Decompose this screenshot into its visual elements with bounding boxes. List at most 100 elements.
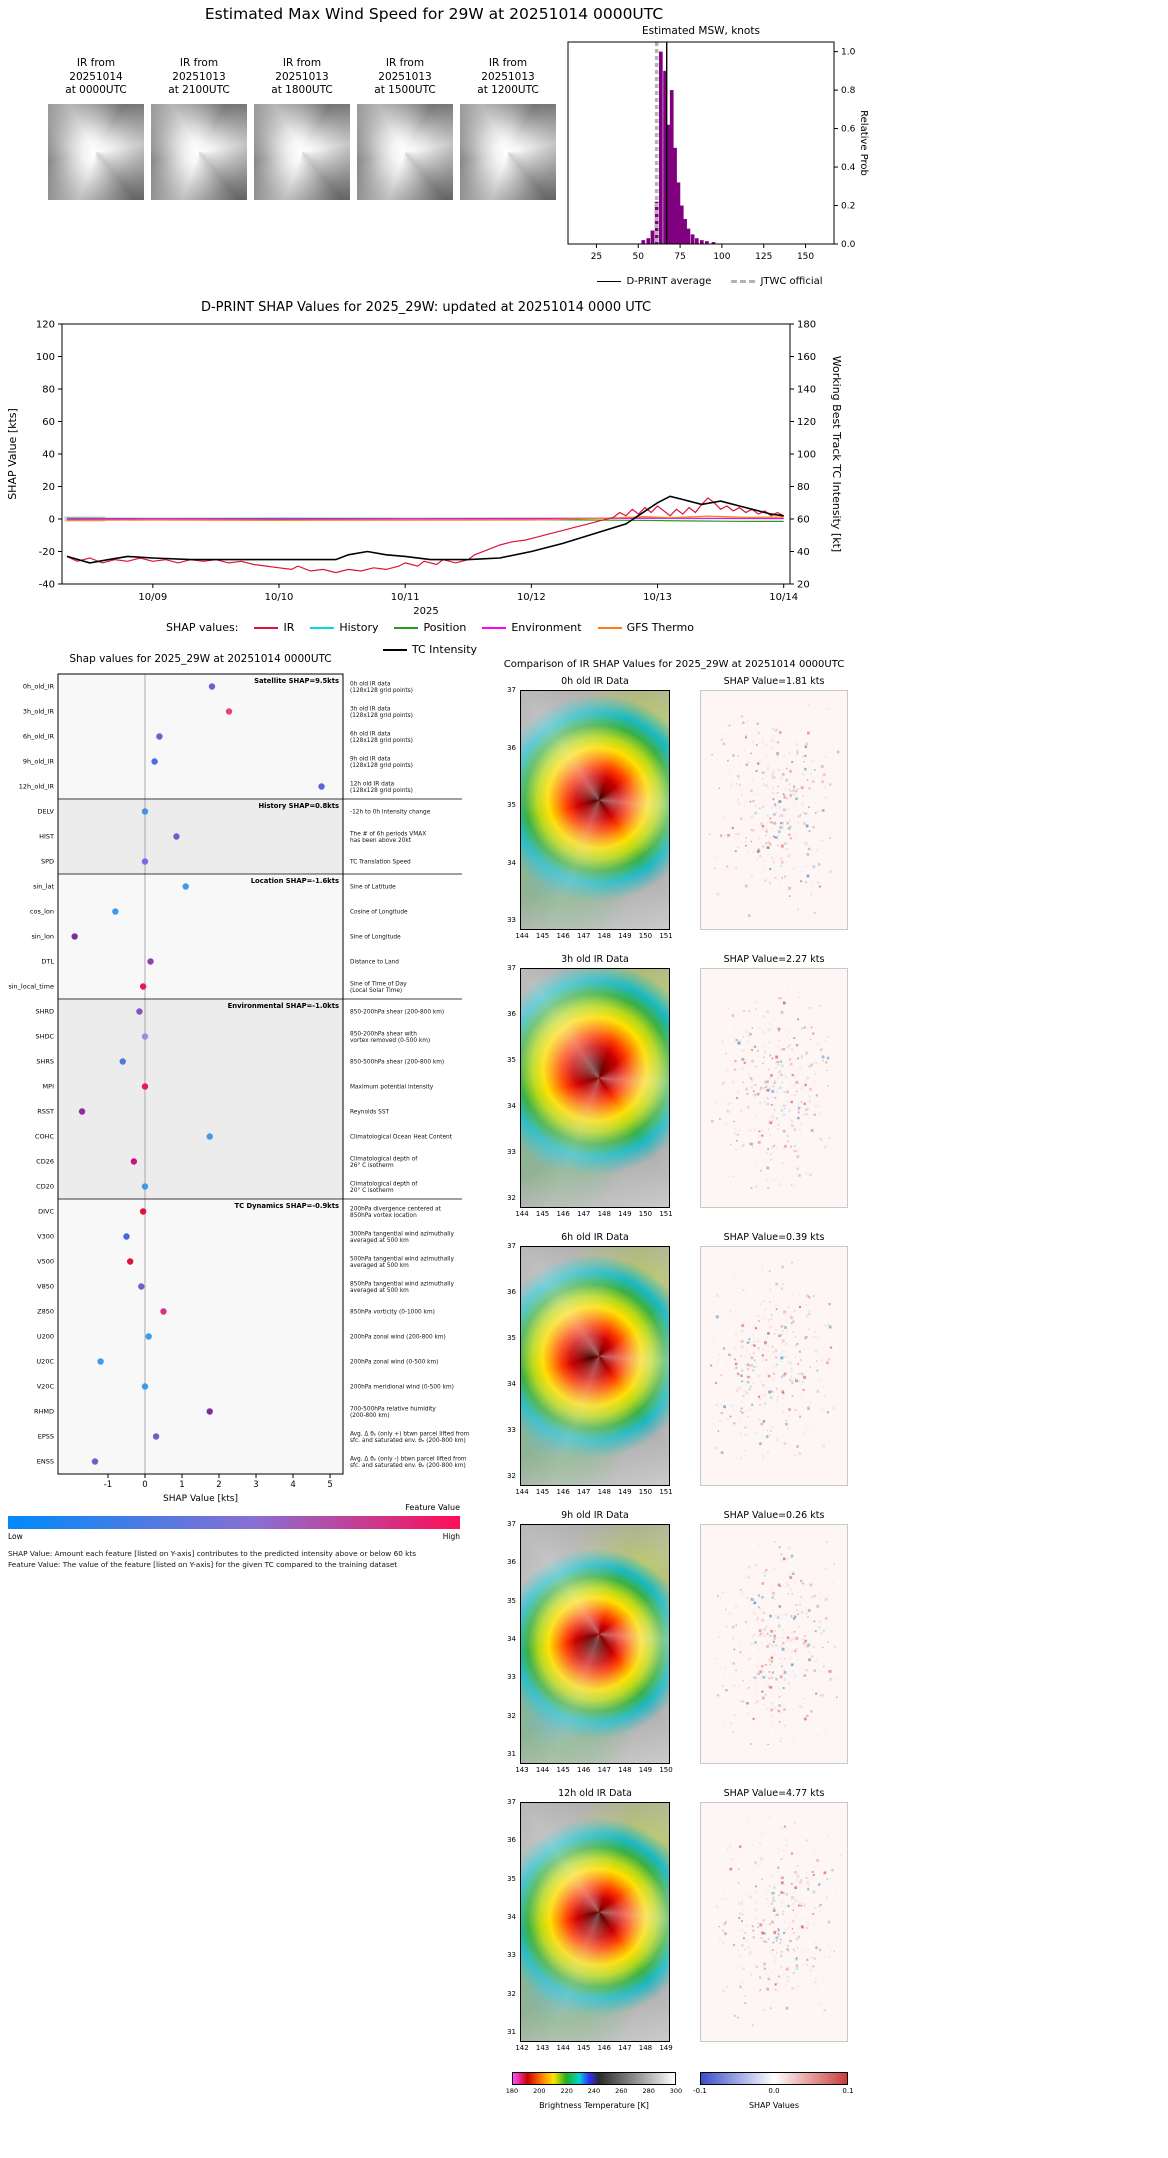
feature-description: 850-200hPa shear (200-800 km) bbox=[350, 1010, 444, 1016]
lon-tick-label: 148 bbox=[597, 1488, 611, 1496]
feature-label: V850 bbox=[37, 1283, 54, 1291]
shap-dot bbox=[71, 933, 78, 940]
lon-tick-label: 150 bbox=[638, 1488, 653, 1496]
legend-item: Environment bbox=[482, 621, 582, 634]
footnote-feature-value: Feature Value: The value of the feature … bbox=[8, 1560, 398, 1569]
histogram-bar bbox=[663, 70, 667, 244]
histogram-bar bbox=[659, 51, 663, 244]
histogram-bar bbox=[673, 147, 677, 244]
feature-description: Sine of Longitude bbox=[350, 935, 401, 941]
shap-dot bbox=[160, 1308, 167, 1315]
comparison-ir-image bbox=[520, 1246, 670, 1486]
feature-description: 3h old IR data bbox=[350, 706, 391, 712]
feature-label: U20C bbox=[36, 1358, 54, 1366]
feature-label: SPD bbox=[41, 858, 54, 866]
ir-thumbnail-label: IR from 20251013 at 2100UTC bbox=[151, 57, 247, 98]
lon-tick-label: 146 bbox=[577, 1766, 591, 1774]
feature-description: Climatological depth of bbox=[350, 1156, 418, 1162]
feature-label: HIST bbox=[39, 833, 54, 841]
series-ir bbox=[66, 497, 784, 574]
bt-colorbar-tick: 300 bbox=[669, 2087, 683, 2095]
feature-label: 0h_old_IR bbox=[23, 683, 55, 691]
histogram-bar bbox=[641, 240, 646, 244]
msw-histogram-chart: Estimated MSW, knots 25 50 75 100 125 150 0.0 0.… bbox=[567, 25, 869, 262]
feature-label: V300 bbox=[37, 1233, 54, 1241]
comparison-ir-image bbox=[520, 1524, 670, 1764]
feature-label: 6h_old_IR bbox=[23, 733, 55, 741]
bt-colorbar-tick: 240 bbox=[587, 2087, 601, 2095]
legend-label: D-PRINT average bbox=[626, 276, 712, 287]
feature-description: sfc. and saturated env. θₑ (200-800 km) bbox=[350, 1463, 466, 1469]
feature-label: SHRD bbox=[35, 1008, 54, 1016]
feature-description: 850hPa vortex location bbox=[350, 1213, 417, 1219]
comparison-ir-title: 3h old IR Data bbox=[561, 954, 629, 965]
feature-description: averaged at 500 km bbox=[350, 1263, 409, 1269]
left-axis-label: SHAP Value [kts] bbox=[6, 408, 19, 500]
lat-tick-label: 36 bbox=[507, 1288, 516, 1296]
y-tick-label: 0.2 bbox=[841, 202, 855, 212]
shap-dot bbox=[182, 883, 189, 890]
shap-dot bbox=[206, 1408, 213, 1415]
lon-tick-label: 145 bbox=[535, 1210, 550, 1218]
shap-dot bbox=[225, 708, 233, 715]
legend-item: IR bbox=[254, 621, 294, 634]
comparison-title: Comparison of IR SHAP Values for 2025_29… bbox=[503, 659, 845, 670]
shap-speckle-field bbox=[716, 1541, 838, 1745]
shap-dot bbox=[318, 783, 325, 790]
bt-colorbar-tick: 220 bbox=[560, 2087, 573, 2095]
solid-line-swatch bbox=[597, 281, 622, 282]
feature-label: cos_lon bbox=[30, 908, 54, 916]
y-tick-label: 0.8 bbox=[841, 86, 856, 96]
x-tick-label: -1 bbox=[104, 1480, 112, 1490]
feature-description: has been above 20kt bbox=[350, 838, 412, 844]
colorbar-high-label: High bbox=[442, 1532, 460, 1541]
feature-description: 0h old IR data bbox=[350, 681, 391, 687]
section-header: TC Dynamics SHAP=-0.9kts bbox=[234, 1202, 339, 1210]
ir-thumbnail-label-line: IR from bbox=[179, 57, 219, 69]
comparison-ir-image bbox=[520, 690, 670, 930]
lon-tick-label: 149 bbox=[638, 1766, 653, 1774]
x-tick-label: 5 bbox=[327, 1480, 332, 1490]
lat-tick-label: 37 bbox=[507, 1242, 516, 1250]
feature-description: Sine of Latitude bbox=[350, 885, 396, 891]
legend-item: TC Intensity bbox=[382, 643, 477, 656]
histogram-bar bbox=[650, 230, 655, 244]
legend-swatch bbox=[394, 626, 419, 629]
shap-dot bbox=[139, 983, 147, 990]
lon-tick-label: 146 bbox=[556, 932, 570, 940]
ir-thumbnail-label-line: IR from bbox=[76, 57, 116, 69]
ir-thumbnail: IR from 20251013 at 1500UTC bbox=[357, 57, 453, 200]
right-axis-label: Working Best Track TC Intensity [kt] bbox=[830, 356, 843, 552]
legend-label: Environment bbox=[511, 621, 582, 634]
feature-description: 26° C isotherm bbox=[350, 1163, 394, 1169]
ir-thumbnail-label: IR from 20251013 at 1500UTC bbox=[357, 57, 453, 98]
left-tick-label: 0 bbox=[49, 515, 55, 526]
feature-description: 6h old IR data bbox=[350, 731, 391, 737]
lat-tick-label: 34 bbox=[507, 1635, 516, 1643]
feature-description: Climatological depth of bbox=[350, 1181, 418, 1187]
feature-label: V500 bbox=[37, 1258, 54, 1266]
feature-label: CD26 bbox=[36, 1158, 54, 1166]
lon-tick-label: 147 bbox=[577, 1488, 591, 1496]
comparison-ir-title: 9h old IR Data bbox=[561, 1510, 629, 1521]
dashed-line-swatch bbox=[731, 280, 756, 283]
ir-thumbnail: IR from 20251013 at 1800UTC bbox=[254, 57, 350, 200]
lon-tick-label: 147 bbox=[577, 932, 591, 940]
right-tick-label: 60 bbox=[797, 515, 810, 526]
ir-thumbnail-label: IR from 20251014 at 0000UTC bbox=[48, 57, 144, 98]
y-tick-label: 1.0 bbox=[841, 48, 856, 58]
lat-tick-label: 32 bbox=[507, 1194, 516, 1202]
ir-thumbnail-label-line: 20251013 bbox=[378, 70, 432, 83]
shap-dot bbox=[141, 808, 149, 815]
feature-description: (128x128 grid points) bbox=[350, 763, 413, 769]
lat-tick-label: 31 bbox=[507, 2028, 516, 2036]
lat-tick-label: 37 bbox=[507, 964, 516, 972]
x-tick-label: 50 bbox=[633, 252, 645, 262]
lon-tick-label: 145 bbox=[535, 1488, 550, 1496]
lat-tick-label: 34 bbox=[507, 1102, 516, 1110]
comparison-shap-map bbox=[700, 968, 848, 1208]
shap-colorbar-tick: -0.1 bbox=[693, 2087, 707, 2095]
legend-label: JTWC official bbox=[760, 276, 823, 287]
feature-label: 9h_old_IR bbox=[23, 758, 55, 766]
ir-thumbnail-label-line: IR from bbox=[282, 57, 322, 69]
